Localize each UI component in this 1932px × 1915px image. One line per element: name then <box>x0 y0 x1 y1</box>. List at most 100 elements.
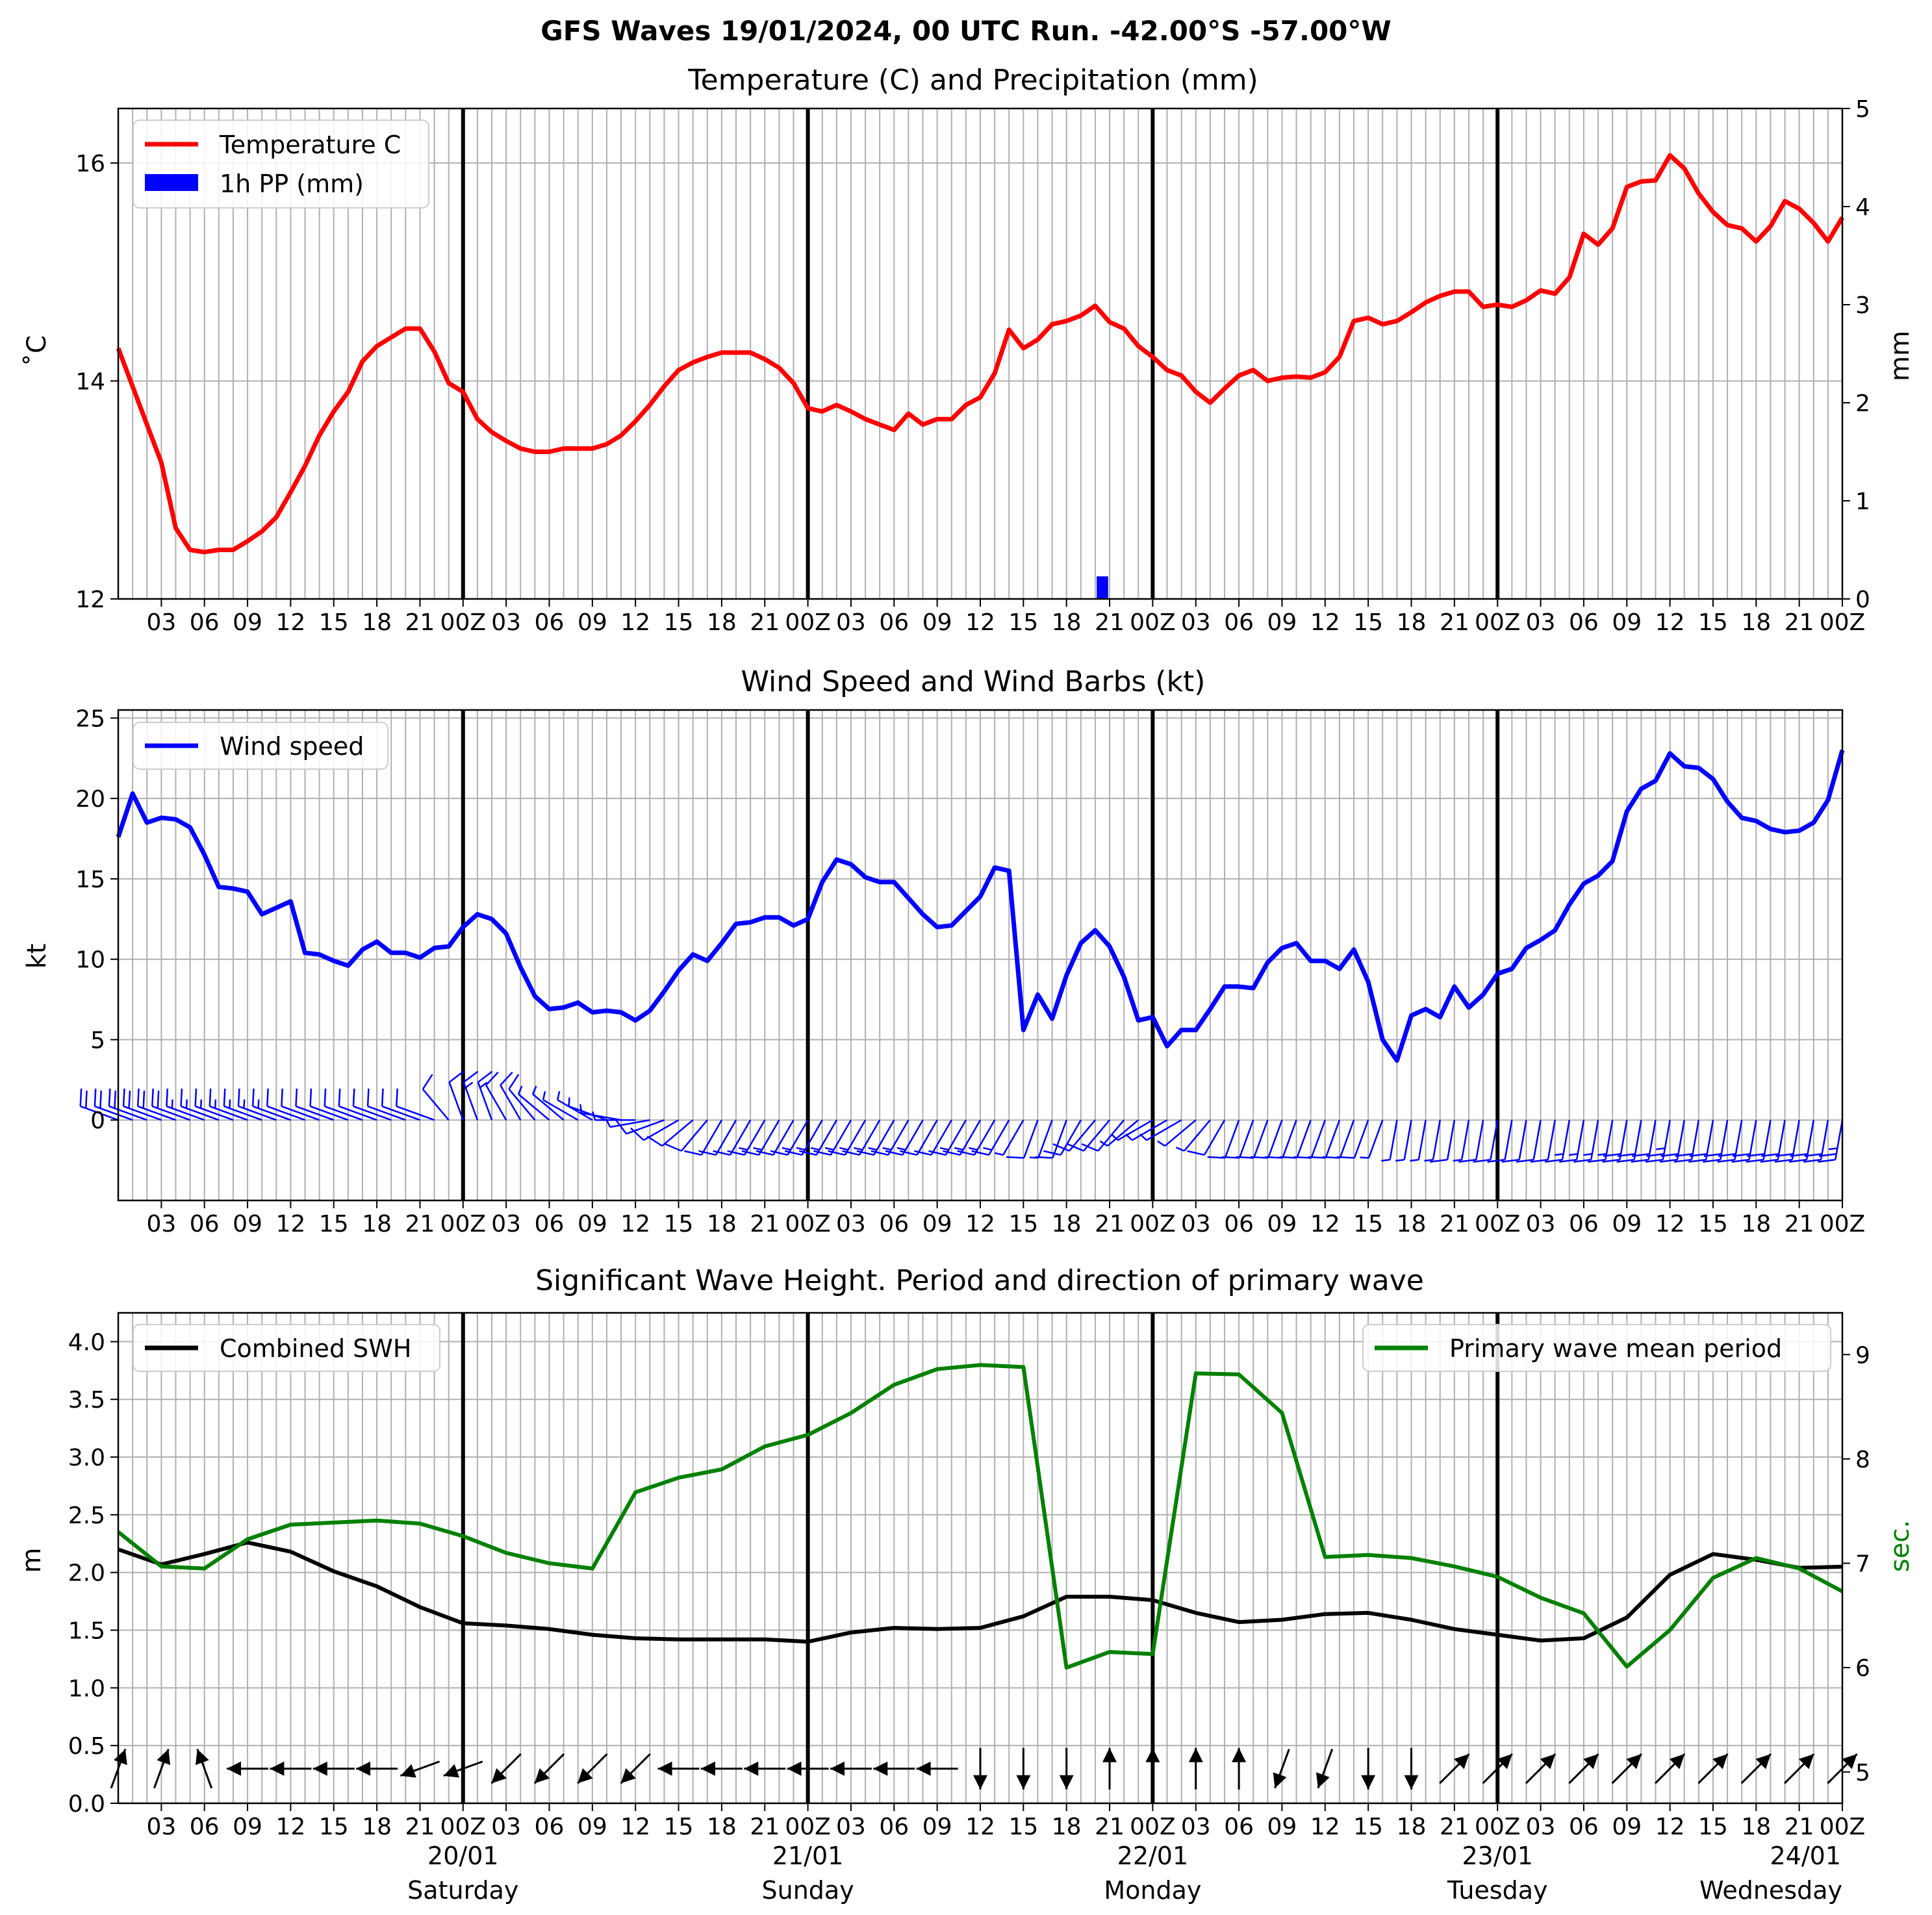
x-tick-label: 06 <box>879 1814 909 1840</box>
x-tick-label: 03 <box>146 609 176 636</box>
wave-arrow-head <box>1712 1754 1728 1769</box>
wind-barb-feather <box>943 1150 961 1156</box>
wind-barb-half-feather <box>854 1147 863 1151</box>
wave-arrow-head <box>700 1761 715 1776</box>
wind-barb-feather <box>1632 1153 1650 1158</box>
wave-arrow-head <box>1669 1754 1685 1769</box>
x-tick-label: 21 <box>750 1814 780 1840</box>
x-tick-label: 06 <box>190 609 220 636</box>
y-tick-label: 3.0 <box>68 1445 105 1471</box>
x-tick-label: 09 <box>1612 1211 1642 1237</box>
wind-barb-half-feather <box>1395 1159 1405 1162</box>
wave-arrow-head <box>1540 1754 1556 1769</box>
wind-barb-staff <box>1647 1120 1657 1160</box>
wind-barb-staff <box>281 1105 320 1121</box>
wind-barb-staff <box>844 1119 867 1156</box>
wind-barb-feather <box>1487 1159 1505 1163</box>
y-tick-label: 3.5 <box>68 1387 105 1414</box>
wind-barb-half-feather <box>969 1147 978 1151</box>
x-tick-label: 09 <box>233 1211 262 1237</box>
wave-arrow-head <box>1232 1747 1247 1762</box>
wind-barb-feather <box>108 1088 111 1107</box>
wind-barb-feather <box>1746 1159 1764 1163</box>
x-tick-label: 18 <box>707 1814 737 1840</box>
wind-barb-half-feather <box>782 1147 791 1151</box>
wind-barb-staff <box>902 1119 924 1156</box>
wind-barb-staff <box>1446 1120 1456 1160</box>
x-tick-label: 18 <box>1397 1814 1427 1840</box>
wind-barb-half-feather <box>939 1147 949 1151</box>
wind-barb-half-feather <box>517 1085 523 1095</box>
wind-barb-staff <box>252 1105 291 1121</box>
x-tick-label: 18 <box>362 1211 392 1237</box>
wind-barb-staff <box>266 1105 305 1121</box>
wind-barb-feather <box>1603 1153 1621 1158</box>
wind-barb-staff <box>1069 1119 1096 1152</box>
x-tick-label: 15 <box>1698 1211 1728 1237</box>
wind-barb-staff <box>80 1105 119 1121</box>
wave-arrow-head <box>1454 1754 1469 1769</box>
wind-barb-feather <box>166 1088 169 1107</box>
wind-barb-half-feather <box>1424 1159 1434 1162</box>
x-tick-label: 09 <box>578 609 607 636</box>
wave-arrow-head <box>1059 1775 1074 1790</box>
wind-barb-feather <box>1558 1159 1577 1163</box>
wind-barb-feather <box>1747 1153 1765 1158</box>
wave-arrow-head <box>157 1749 171 1766</box>
wind-barb-feather <box>477 1071 493 1083</box>
precip-y-label: mm <box>1885 331 1915 381</box>
x-tick-label: 03 <box>1181 1211 1211 1237</box>
x-tick-label: 21 <box>750 1211 780 1237</box>
x-tick-label: 15 <box>1698 1814 1728 1840</box>
wave-arrow-head <box>491 1768 507 1784</box>
wave-grid <box>118 1313 1842 1804</box>
wind-barb-feather <box>1473 1159 1491 1163</box>
wind-barb-feather <box>1774 1159 1793 1163</box>
wind-barb-staff <box>209 1105 248 1121</box>
legend-primary-wave-period: Primary wave mean period <box>1449 1334 1782 1363</box>
x-tick-label: 03 <box>491 609 521 636</box>
wind-barb-feather <box>1803 1159 1822 1163</box>
wind-barb-half-feather <box>568 1097 570 1107</box>
wave-y-label: m <box>17 1548 47 1573</box>
wind-barb-feather <box>1588 1159 1606 1163</box>
wind-barb-half-feather <box>479 1082 488 1089</box>
wind-barb-staff <box>448 1082 464 1121</box>
wind-barb-staff <box>296 1105 335 1121</box>
wind-barb-staff <box>1820 1120 1829 1160</box>
wind-barb-half-feather <box>882 1147 892 1151</box>
x-tick-label: 00Z <box>1820 609 1865 636</box>
x-tick-label: 06 <box>1569 1814 1599 1840</box>
wind-barb-staff <box>1184 1119 1211 1152</box>
wind-barb-staff <box>1117 1119 1154 1141</box>
x-tick-label: 21 <box>405 609 435 636</box>
temperature-legend: Temperature C 1h PP (mm) <box>133 120 429 209</box>
x-tick-label: 15 <box>319 1814 349 1840</box>
x-tick-label: 12 <box>965 1814 995 1840</box>
x-tick-label: 18 <box>1052 1211 1082 1237</box>
wind-barb-staff <box>568 1105 607 1121</box>
wave-arrow-head <box>1798 1754 1814 1769</box>
wind-barb-staff <box>815 1119 837 1156</box>
wind-barb-staff <box>181 1105 220 1121</box>
wind-barb-staff <box>661 1119 694 1147</box>
wind-barb-staff <box>324 1105 363 1121</box>
wind-barb-staff <box>744 1119 766 1156</box>
wind-barb-feather <box>281 1088 283 1107</box>
wind-barb-feather <box>500 1071 513 1086</box>
wind-barb-feather <box>1689 1153 1707 1158</box>
x-tick-label: 18 <box>1741 1814 1771 1840</box>
wind-barb-feather <box>1052 1143 1070 1152</box>
x-tick-label: 06 <box>1569 1211 1599 1237</box>
x-tick-label: 15 <box>1353 1211 1383 1237</box>
x-tick-label: 03 <box>836 609 866 636</box>
y-tick-label: 1.0 <box>68 1675 105 1702</box>
wind-barb-staff <box>532 1093 565 1121</box>
wind-barb-feather <box>1631 1159 1649 1163</box>
wind-barb-feather <box>1429 1159 1448 1163</box>
y-tick-label: 0.0 <box>68 1791 105 1818</box>
wind-barb-staff <box>1353 1119 1369 1158</box>
wind-barb-feather <box>1731 1159 1749 1163</box>
wind-barb-feather <box>1616 1159 1634 1163</box>
wind-barb-feather <box>871 1150 889 1156</box>
